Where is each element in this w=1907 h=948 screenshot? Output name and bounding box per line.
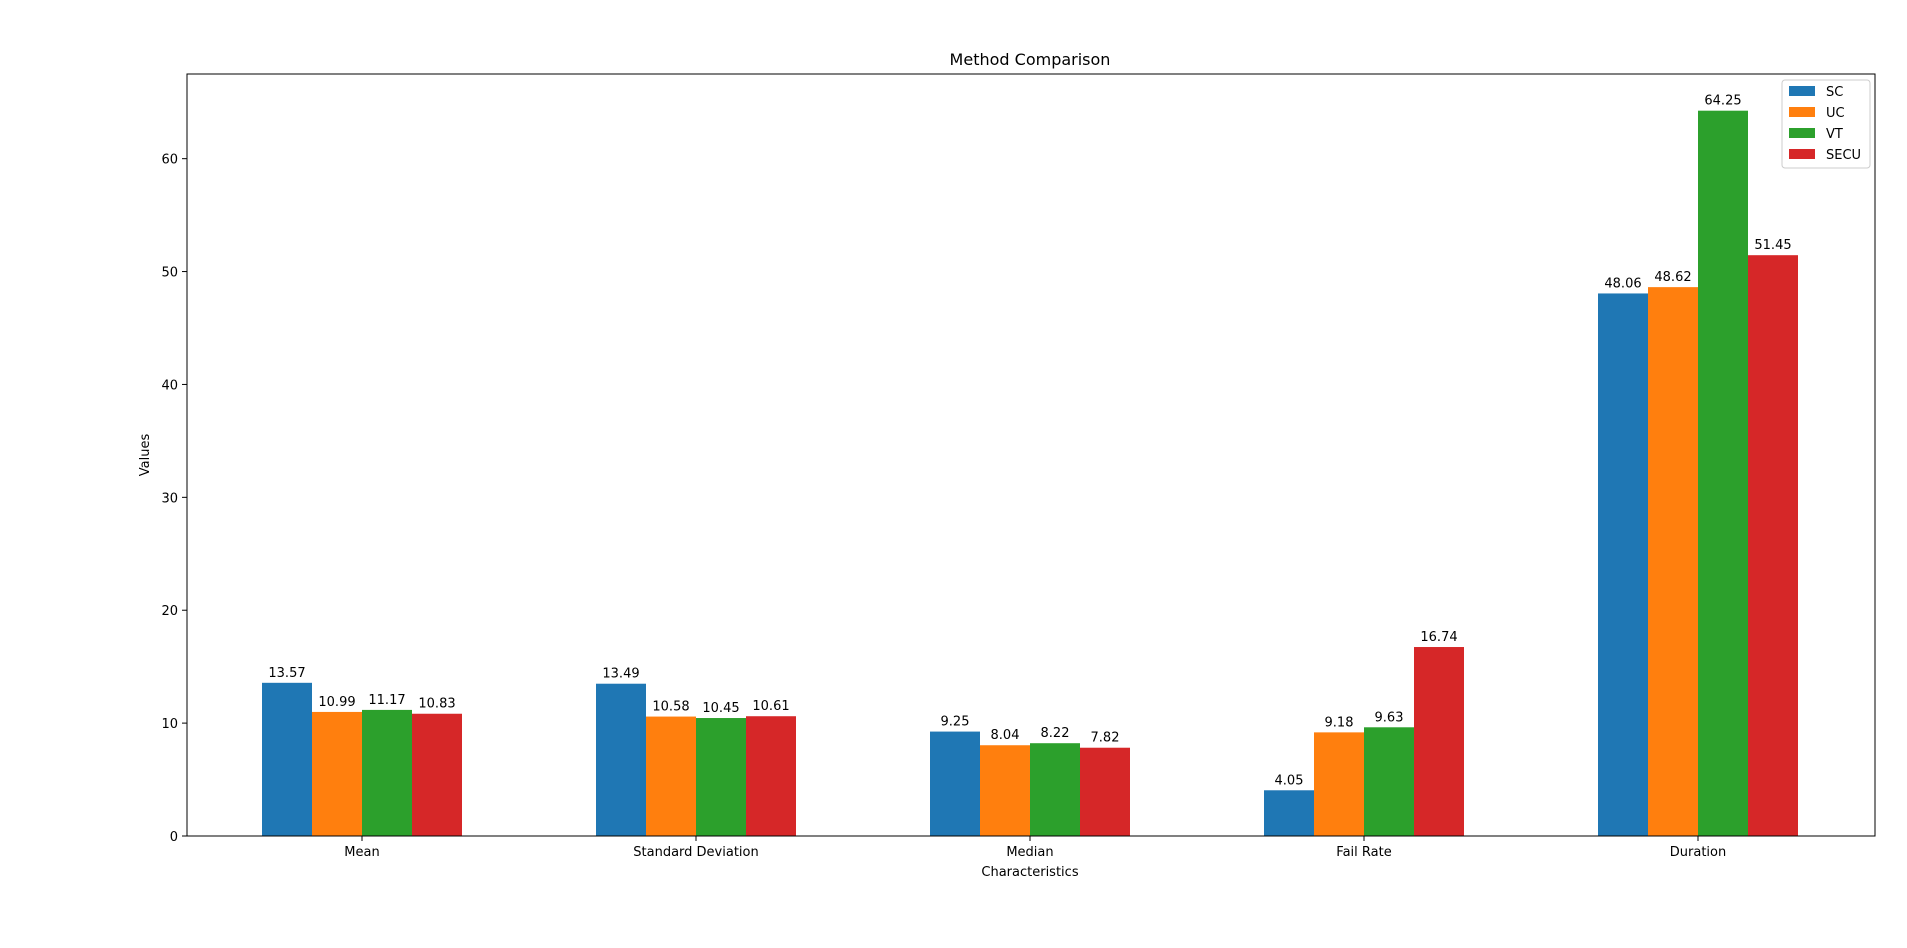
x-axis-label: Characteristics [981, 865, 1078, 880]
bar-value-label: 64.25 [1704, 94, 1741, 109]
bar-uc-standard-deviation [646, 716, 696, 836]
x-tick-label: Duration [1670, 845, 1726, 860]
bar-vt-mean [362, 709, 412, 836]
bar-uc-mean [312, 711, 362, 836]
x-tick-label: Median [1006, 845, 1053, 860]
bar-value-label: 10.45 [702, 701, 739, 716]
bar-value-label: 10.61 [752, 699, 789, 714]
bar-sc-standard-deviation [596, 683, 646, 836]
bar-vt-fail-rate [1364, 727, 1414, 836]
data-labels-group: 13.57 13.49 9.25 4.05 48.06 10.99 10.58 8.04 9.1… [268, 94, 1791, 789]
bar-series-group [262, 110, 1798, 837]
legend-label-uc: UC [1826, 106, 1845, 121]
legend-swatch-vt [1789, 128, 1815, 138]
legend-swatch-uc [1789, 107, 1815, 117]
bar-sc-mean [262, 682, 312, 836]
y-tick-label: 60 [161, 153, 178, 168]
x-axis-ticks: Mean Standard Deviation Median Fail Rate Dur… [344, 836, 1726, 860]
legend-swatch-sc [1789, 86, 1815, 96]
legend-box [1781, 79, 1871, 169]
y-axis-label: Values [138, 434, 153, 477]
bar-sc-median [930, 731, 980, 836]
bar-value-label: 51.45 [1754, 238, 1791, 253]
bar-vt-median [1030, 743, 1080, 836]
chart-title: Method Comparison [950, 50, 1111, 69]
legend-label-sc: SC [1826, 85, 1843, 100]
y-tick-label: 30 [161, 491, 178, 506]
bar-value-label: 9.25 [941, 715, 970, 730]
bar-secu-standard-deviation [746, 716, 796, 836]
legend-label-vt: VT [1826, 127, 1843, 142]
bar-value-label: 48.06 [1604, 276, 1641, 291]
bar-value-label: 8.22 [1041, 726, 1070, 741]
x-tick-label: Mean [344, 845, 379, 860]
bar-uc-median [980, 745, 1030, 836]
bar-value-label: 13.57 [268, 666, 305, 681]
y-tick-label: 20 [161, 604, 178, 619]
plot-frame [186, 73, 1876, 837]
legend-label-secu: SECU [1826, 148, 1861, 163]
bar-secu-fail-rate [1414, 647, 1464, 836]
bar-value-label: 13.49 [602, 667, 639, 682]
y-tick-label: 10 [161, 717, 178, 732]
bar-sc-duration [1598, 293, 1648, 836]
bar-value-label: 10.58 [652, 700, 689, 715]
bar-uc-duration [1648, 287, 1698, 836]
legend: SC UC VT SECU [1781, 79, 1871, 169]
bar-value-label: 10.99 [318, 695, 355, 710]
bar-secu-mean [412, 713, 462, 836]
bar-vt-duration [1698, 110, 1748, 836]
bar-value-label: 11.17 [368, 693, 405, 708]
bar-value-label: 4.05 [1275, 773, 1304, 788]
x-tick-label: Fail Rate [1336, 845, 1391, 860]
x-tick-label: Standard Deviation [633, 845, 758, 860]
bar-value-label: 16.74 [1420, 630, 1457, 645]
bar-secu-median [1080, 747, 1130, 836]
y-tick-label: 50 [161, 266, 178, 281]
legend-swatch-secu [1789, 149, 1815, 159]
y-tick-label: 0 [170, 830, 178, 845]
bar-value-label: 48.62 [1654, 270, 1691, 285]
bar-uc-fail-rate [1314, 732, 1364, 836]
bar-value-label: 9.63 [1375, 710, 1404, 725]
bar-value-label: 9.18 [1325, 715, 1354, 730]
y-axis-ticks: 0 10 20 30 40 50 60 [161, 153, 187, 845]
bar-value-label: 10.83 [418, 697, 455, 712]
y-tick-label: 40 [161, 378, 178, 393]
bar-secu-duration [1748, 255, 1798, 837]
bar-sc-fail-rate [1264, 790, 1314, 836]
bar-value-label: 8.04 [991, 728, 1020, 743]
bar-vt-standard-deviation [696, 718, 746, 836]
bar-value-label: 7.82 [1091, 731, 1120, 746]
